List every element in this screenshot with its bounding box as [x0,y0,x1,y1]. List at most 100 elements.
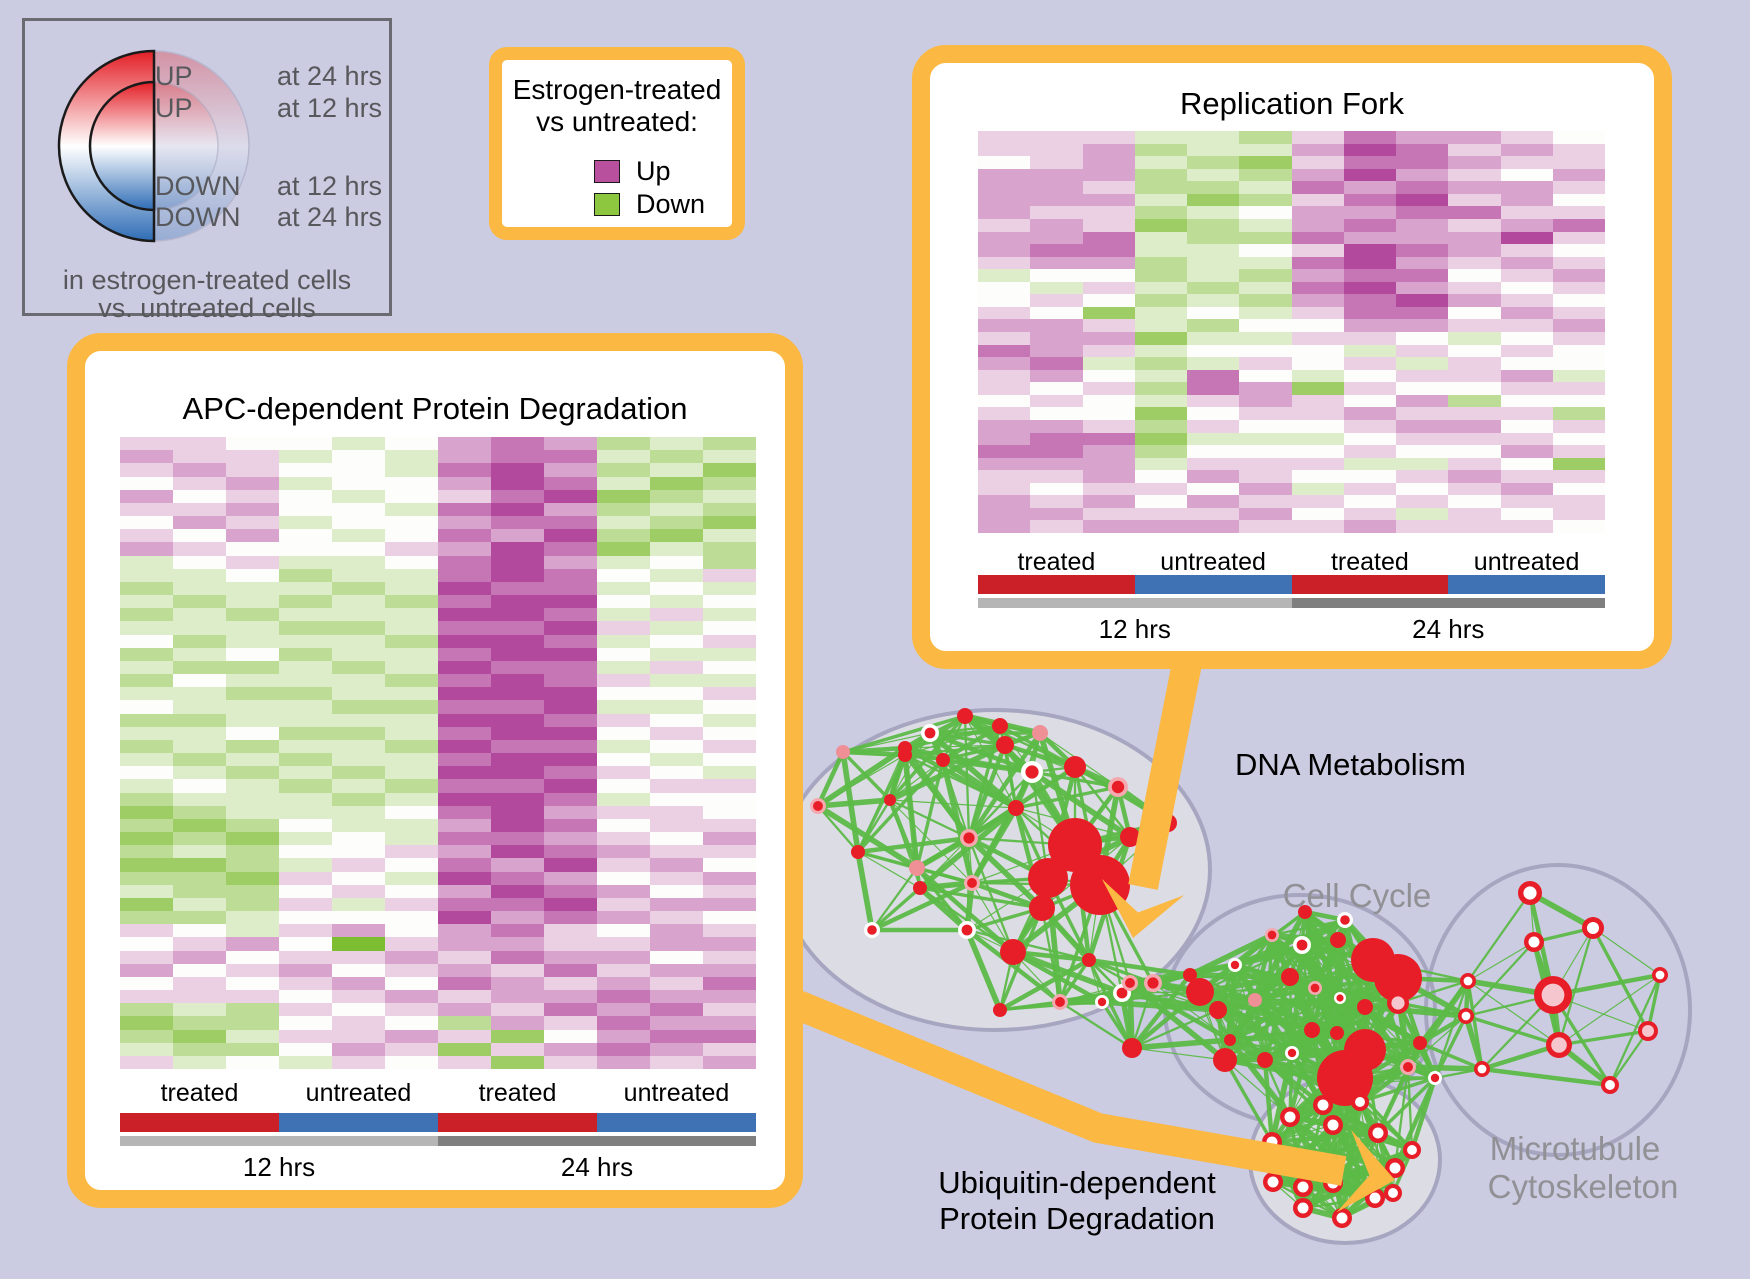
heatmap-cell [120,739,173,753]
heatmap-cell [1239,193,1292,207]
heatmap-cell [1343,131,1396,144]
heatmap-cell [1134,319,1187,332]
heatmap-cell [385,1055,438,1069]
heatmap-cell [279,687,332,701]
heatmap-cell [173,884,226,898]
heatmap-cell [978,507,1031,521]
heatmap-cell [1030,332,1083,345]
heatmap-cell [1082,281,1135,295]
heatmap-cell [491,990,544,1004]
heatmap-cell [120,660,173,674]
heatmap-cell [597,713,650,727]
heatmap-cell [544,700,597,714]
network-node [1655,970,1665,980]
heatmap-cell [1187,482,1240,496]
network-node [884,794,896,806]
heatmap-cell [703,674,756,688]
heatmap-cell [120,621,173,635]
heatmap-cell [544,726,597,740]
network-edge [1321,1102,1414,1153]
heatmap-cell [544,832,597,846]
heatmap-cell [703,450,756,464]
heatmap-cell [226,1016,279,1030]
heatmap-cell [1030,482,1083,496]
network-node [1298,905,1312,919]
heatmap-cell [1500,407,1553,420]
heatmap-cell [332,700,385,714]
heatmap-cell [279,608,332,622]
heatmap-cell [438,871,491,885]
network-edge [1407,1015,1467,1068]
network-edge [1364,1004,1467,1019]
network-edge [929,731,1006,747]
heatmap-cell [1030,231,1083,245]
heatmap-cell [226,845,279,859]
heatmap-cell [1448,269,1501,282]
heatmap-cell [491,713,544,727]
network-edge [1004,742,1076,770]
heatmap-cell [1500,218,1553,232]
heatmap-cell [703,990,756,1004]
heatmap-cell [385,542,438,556]
heatmap-cell [385,568,438,582]
network-edge [1263,934,1274,1061]
heatmap-cell [703,476,756,490]
time-bar-12hrs-segment [978,598,1292,608]
heatmap-cell [650,805,703,819]
heatmap-cell [597,476,650,490]
heatmap-cell [279,595,332,609]
network-node [1097,997,1107,1007]
heatmap-cell [120,1042,173,1056]
heatmap-cell [279,845,332,859]
heatmap-cell [438,476,491,490]
heatmap-cell [978,445,1031,458]
rf-time-labels: 12 hrs 24 hrs [978,616,1605,642]
heatmap-cell [1500,507,1553,521]
heatmap-cell [1448,206,1501,219]
heatmap-cell [1552,281,1605,295]
heatmap-cell [491,529,544,543]
heatmap-cell [1552,369,1605,383]
heatmap-cell [703,437,756,451]
heatmap-cell [703,634,756,648]
replication-fork-panel: Replication Fork treated untreated treat… [912,45,1672,669]
down-swatch-icon [594,193,620,216]
heatmap-cell [173,476,226,490]
heatmap-cell [173,845,226,859]
heatmap-cell [1134,143,1187,157]
heatmap-cell [1552,231,1605,245]
heatmap-cell [1030,419,1083,433]
heatmap-cell [1134,156,1187,169]
ring-label-up-outer: UP [155,61,193,91]
heatmap-cell [173,687,226,701]
network-node [1407,1145,1417,1155]
heatmap-cell [1082,407,1135,420]
network-edge [902,754,920,869]
network-node [993,1003,1007,1017]
heatmap-cell [1552,394,1605,408]
heatmap-cell [1291,143,1344,157]
heatmap-cell [1134,206,1187,219]
heatmap-cell [491,871,544,885]
heatmap-cell [544,621,597,635]
network-edge [870,886,922,932]
heatmap-cell [438,542,491,556]
heatmap-cell [1552,482,1605,496]
network-edge [968,771,1033,839]
network-node [1310,983,1320,993]
cluster-label-protein-degradation: Protein Degradation [939,1201,1215,1236]
heatmap-cell [978,432,1031,446]
heatmap-cell [1187,432,1240,446]
heatmap-cell [120,568,173,582]
heatmap-cell [332,595,385,609]
heatmap-cell [1187,319,1240,332]
network-edge [815,751,846,807]
legend-item-up: Up [594,158,671,185]
network-edge [1465,941,1535,1017]
heatmap-cell [120,884,173,898]
heatmap-cell [385,766,438,780]
heatmap-cell [226,832,279,846]
network-edge [1088,957,1191,978]
heatmap-cell [1030,382,1083,395]
heatmap-cell [385,792,438,806]
